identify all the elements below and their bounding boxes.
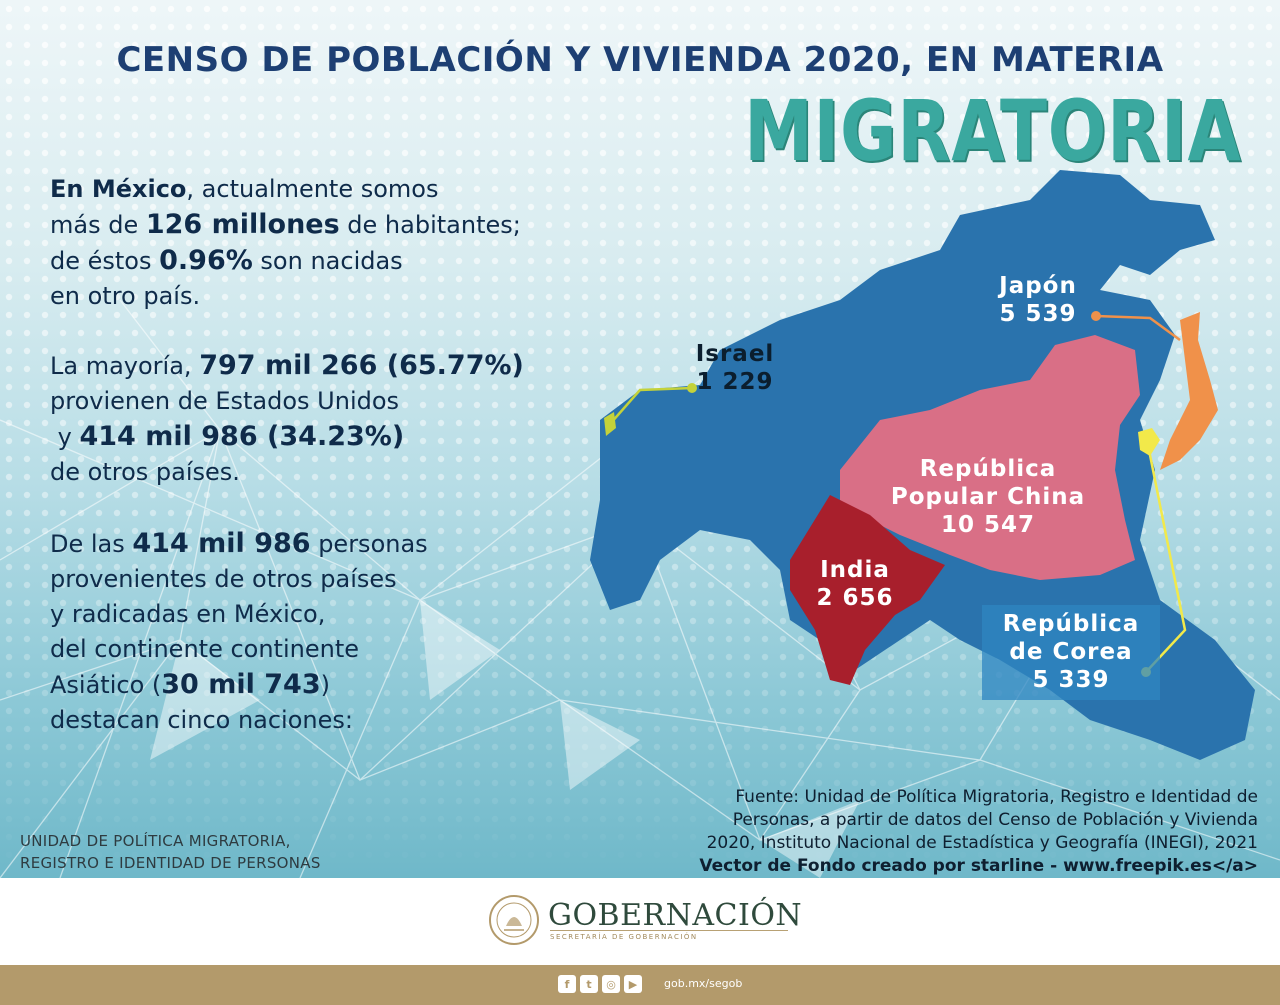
gobernacion-logo-subtitle: SECRETARÍA DE GOBERNACIÓN xyxy=(550,933,698,941)
source-vector-credit: Vector de Fondo creado por starline - ww… xyxy=(699,856,1258,876)
country-value: 2 656 xyxy=(816,585,894,611)
text-span: de habitantes; xyxy=(339,211,521,239)
label-israel: Israel 1 229 xyxy=(680,340,790,396)
label-japan: Japón 5 539 xyxy=(984,272,1092,328)
text-span: ) xyxy=(320,671,331,699)
country-value: 1 229 xyxy=(696,369,774,395)
footer-url[interactable]: gob.mx/segob xyxy=(664,977,743,990)
unit-name: UNIDAD DE POLÍTICA MIGRATORIA, REGISTRO … xyxy=(20,830,321,874)
text-line: de otros países. xyxy=(50,458,240,486)
intro-paragraph-3: De las 414 mil 986 personas provenientes… xyxy=(50,526,428,738)
text-span: Asiático ( xyxy=(50,671,162,699)
gobernacion-logo: GOBERNACIÓN xyxy=(548,898,803,933)
country-name: Israel xyxy=(695,341,775,367)
japan-shape xyxy=(1160,312,1218,470)
text-span: , actualmente somos xyxy=(186,175,439,203)
highlight-other-count: 414 mil 986 (34.23%) xyxy=(79,421,405,452)
main-subtitle: MIGRATORIA xyxy=(744,82,1242,180)
unit-line-1: UNIDAD DE POLÍTICA MIGRATORIA, xyxy=(20,832,291,850)
intro-paragraph-1: En México, actualmente somos más de 126 … xyxy=(50,172,521,314)
text-span: más de xyxy=(50,211,146,239)
text-line: y radicadas en México, xyxy=(50,600,326,628)
label-china: República Popular China 10 547 xyxy=(868,455,1108,539)
text-line: provienen de Estados Unidos xyxy=(50,387,400,415)
label-korea: República de Corea 5 339 xyxy=(986,610,1156,694)
country-value: 10 547 xyxy=(940,512,1036,538)
country-value: 5 339 xyxy=(1032,667,1110,693)
infographic-canvas: CENSO DE POBLACIÓN Y VIVIENDA 2020, EN M… xyxy=(0,0,1280,878)
source-note: Fuente: Unidad de Política Migratoria, R… xyxy=(618,786,1258,878)
text-line: del continente continente xyxy=(50,635,359,663)
highlight-asia-total: 30 mil 743 xyxy=(161,669,321,700)
youtube-icon[interactable]: ▶ xyxy=(624,975,642,993)
text-span: La mayoría, xyxy=(50,352,200,380)
text-span: de éstos xyxy=(50,247,160,275)
india-shape xyxy=(790,495,945,685)
text-line: destacan cinco naciones: xyxy=(50,706,353,734)
text-line: en otro país. xyxy=(50,282,201,310)
text-span: personas xyxy=(310,530,428,558)
text-line: provenientes de otros países xyxy=(50,565,397,593)
unit-line-2: REGISTRO E IDENTIDAD DE PERSONAS xyxy=(20,854,321,872)
source-text: Fuente: Unidad de Política Migratoria, R… xyxy=(706,787,1258,853)
country-name: República de Corea xyxy=(1002,611,1140,665)
coat-of-arms-seal-icon xyxy=(489,895,539,945)
highlight-population: 126 millones xyxy=(145,209,340,240)
country-value: 5 539 xyxy=(999,301,1077,327)
highlight-mexico: En México xyxy=(50,175,187,203)
china-shape xyxy=(840,335,1140,580)
text-span: y xyxy=(50,423,80,451)
social-icons: f t ◎ ▶ xyxy=(558,975,642,993)
highlight-other-total: 414 mil 986 xyxy=(132,528,311,559)
main-title: CENSO DE POBLACIÓN Y VIVIENDA 2020, EN M… xyxy=(116,40,1164,80)
text-span: son nacidas xyxy=(252,247,403,275)
highlight-percent: 0.96% xyxy=(159,245,253,276)
facebook-icon[interactable]: f xyxy=(558,975,576,993)
country-name: Japón xyxy=(999,273,1077,299)
logo-divider xyxy=(550,930,788,931)
country-name: India xyxy=(820,557,890,583)
text-span: De las xyxy=(50,530,133,558)
footer-logo-area xyxy=(0,878,1280,965)
korea-shape xyxy=(1138,428,1160,456)
intro-paragraph-2: La mayoría, 797 mil 266 (65.77%) provien… xyxy=(50,348,524,490)
country-name: República Popular China xyxy=(890,456,1086,510)
background-pattern xyxy=(0,0,1280,878)
label-india: India 2 656 xyxy=(800,556,910,612)
highlight-usa-count: 797 mil 266 (65.77%) xyxy=(199,350,524,381)
instagram-icon[interactable]: ◎ xyxy=(602,975,620,993)
twitter-icon[interactable]: t xyxy=(580,975,598,993)
